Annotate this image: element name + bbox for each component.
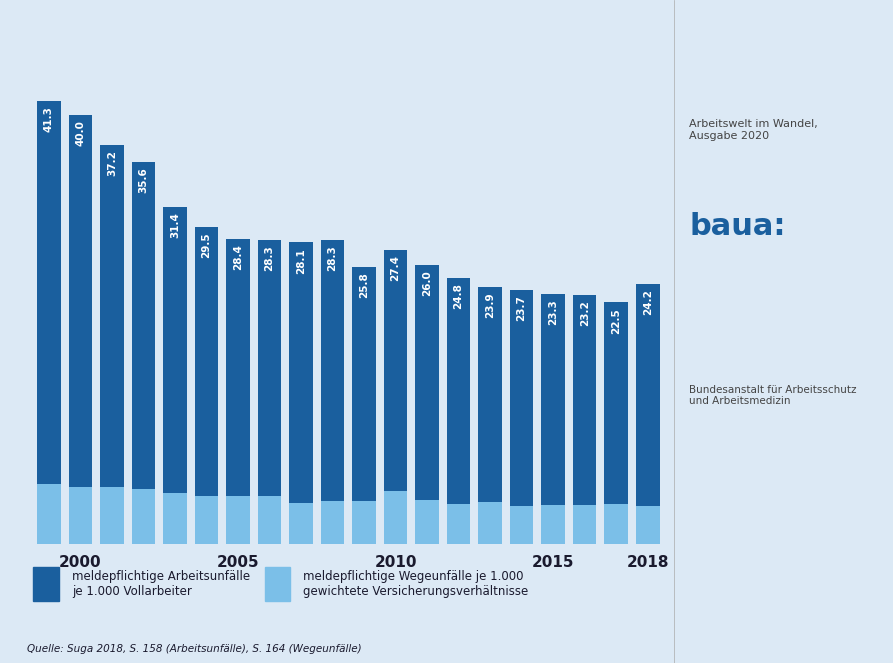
Bar (100, 145, 124, 544)
Bar (479, 503, 502, 544)
Bar (384, 250, 407, 544)
Bar (163, 207, 187, 544)
Bar (510, 506, 533, 544)
Bar (352, 267, 376, 544)
Bar (415, 265, 438, 544)
Text: 23.9: 23.9 (485, 293, 495, 318)
Bar (636, 284, 660, 544)
Text: 5,13: 5,13 (139, 505, 148, 528)
Bar (321, 240, 345, 544)
Text: 4,44: 4,44 (202, 508, 211, 532)
Bar (479, 288, 502, 544)
Text: 23.7: 23.7 (517, 295, 527, 321)
Bar (131, 489, 155, 544)
Text: 3,96: 3,96 (360, 511, 369, 534)
Bar (605, 505, 628, 544)
Bar (446, 504, 471, 544)
Text: 35.6: 35.6 (138, 167, 148, 193)
Bar (37, 101, 61, 544)
Bar (100, 487, 124, 544)
Text: 23.3: 23.3 (548, 299, 558, 325)
Text: meldepflichtige Wegeunfälle je 1.000
gewichtete Versicherungsverhältnisse: meldepflichtige Wegeunfälle je 1.000 gew… (304, 570, 529, 598)
Bar (446, 278, 471, 544)
Text: 25.8: 25.8 (359, 272, 369, 298)
Text: 4,40: 4,40 (233, 509, 243, 532)
Bar (195, 496, 218, 544)
Bar (321, 501, 345, 544)
Text: 37.2: 37.2 (107, 151, 117, 176)
Text: 4,42: 4,42 (265, 508, 274, 532)
Bar (572, 505, 597, 544)
Text: 31.4: 31.4 (170, 212, 179, 238)
Bar (69, 487, 92, 544)
Text: 41.3: 41.3 (44, 106, 54, 132)
Text: meldepflichtige Arbeitsunfälle
je 1.000 Vollarbeiter: meldepflichtige Arbeitsunfälle je 1.000 … (71, 570, 250, 598)
Text: 3,85: 3,85 (486, 511, 495, 535)
Text: 27.4: 27.4 (390, 255, 401, 281)
Bar (258, 497, 281, 544)
Text: 3,70: 3,70 (454, 512, 463, 536)
Bar (415, 500, 438, 544)
Text: Arbeitswelt im Wandel,
Ausgabe 2020: Arbeitswelt im Wandel, Ausgabe 2020 (689, 119, 818, 141)
Text: 5,58: 5,58 (45, 502, 54, 526)
Text: Quelle: Suga 2018, S. 158 (Arbeitsunfälle), S. 164 (Wegeunfälle): Quelle: Suga 2018, S. 158 (Arbeitsunfäll… (27, 644, 362, 654)
Text: 26.0: 26.0 (422, 271, 432, 296)
Bar (510, 290, 533, 544)
Text: 3,66: 3,66 (612, 512, 621, 536)
Bar (289, 243, 313, 544)
Text: 28.3: 28.3 (328, 245, 338, 271)
Text: 3,47: 3,47 (643, 513, 652, 537)
Bar (636, 507, 660, 544)
Text: 3,95: 3,95 (328, 511, 337, 534)
Text: 28.3: 28.3 (264, 245, 274, 271)
Bar (541, 505, 565, 544)
Text: 3,65: 3,65 (580, 512, 589, 536)
Bar (131, 162, 155, 544)
Text: 22.5: 22.5 (611, 308, 622, 333)
Bar (352, 501, 376, 544)
Bar (258, 240, 281, 544)
Bar (384, 491, 407, 544)
Text: 3,55: 3,55 (517, 513, 526, 536)
Text: 40.0: 40.0 (75, 120, 86, 146)
Bar (264, 567, 290, 601)
Bar (33, 567, 59, 601)
Bar (37, 484, 61, 544)
Text: 28.1: 28.1 (296, 248, 306, 274)
Bar (289, 503, 313, 544)
Bar (541, 294, 565, 544)
Text: 3,58: 3,58 (548, 512, 557, 536)
Text: baua:: baua: (689, 212, 786, 241)
Bar (195, 227, 218, 544)
Text: 24.2: 24.2 (643, 290, 653, 316)
Bar (69, 115, 92, 544)
Bar (226, 497, 250, 544)
Text: 5,28: 5,28 (107, 503, 116, 527)
Text: 3,76: 3,76 (296, 512, 305, 535)
Text: 4,72: 4,72 (171, 507, 179, 530)
Text: Bundesanstalt für Arbeitsschutz
und Arbeitsmedizin: Bundesanstalt für Arbeitsschutz und Arbe… (689, 385, 857, 406)
Bar (605, 302, 628, 544)
Bar (226, 239, 250, 544)
Text: 5,26: 5,26 (76, 504, 85, 527)
Bar (572, 295, 597, 544)
Text: 4,91: 4,91 (391, 505, 400, 529)
Bar (163, 493, 187, 544)
Text: 29.5: 29.5 (202, 233, 212, 259)
Text: 23.2: 23.2 (580, 300, 589, 326)
Text: 4,08: 4,08 (422, 510, 431, 534)
Text: 24.8: 24.8 (454, 283, 463, 309)
Text: 28.4: 28.4 (233, 245, 243, 271)
